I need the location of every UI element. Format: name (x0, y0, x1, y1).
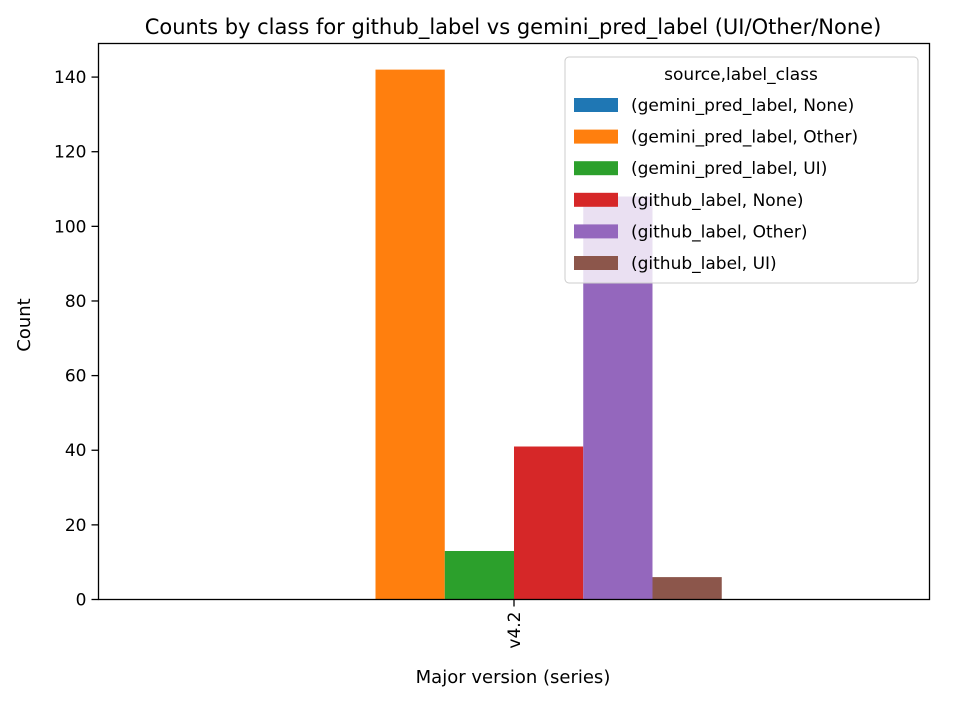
x-axis: v4.2 (505, 599, 525, 649)
y-axis: 0 20 40 60 80 100 120 140 (54, 68, 99, 611)
bar (375, 69, 445, 600)
legend-entry-label: (github_label, None) (631, 191, 804, 211)
legend-entry-label: (github_label, Other) (631, 222, 807, 242)
legend-swatch (574, 256, 618, 270)
legend-entry-label: (gemini_pred_label, UI) (631, 159, 827, 179)
y-tick-label: 40 (65, 441, 87, 461)
legend-entry-label: (gemini_pred_label, Other) (631, 128, 858, 148)
bar (652, 577, 722, 600)
y-tick-label: 0 (76, 591, 87, 611)
x-axis-label: Major version (series) (416, 667, 611, 688)
y-tick-label: 120 (54, 143, 86, 163)
legend-title: source,label_class (664, 65, 818, 85)
legend-swatch (574, 224, 618, 239)
y-tick-label: 80 (65, 292, 87, 312)
legend-swatch (574, 98, 618, 112)
y-tick-label: 20 (65, 516, 87, 536)
y-tick-label: 60 (65, 367, 87, 387)
legend-swatch (574, 129, 618, 144)
chart-title: Counts by class for github_label vs gemi… (145, 15, 882, 40)
x-tick-label: v4.2 (505, 612, 525, 649)
legend-items: (gemini_pred_label, None) (gemini_pred_la… (574, 96, 858, 274)
legend-frame (564, 56, 919, 284)
legend-entry-label: (gemini_pred_label, None) (631, 96, 854, 116)
bar (514, 446, 584, 600)
plot-frame (97, 42, 931, 601)
y-tick-label: 140 (54, 68, 86, 88)
bar (444, 550, 514, 600)
legend-entry-label: (github_label, UI) (631, 254, 777, 274)
y-tick-label: 100 (54, 217, 86, 237)
legend-swatch (574, 161, 618, 176)
y-axis-label: Count (14, 298, 35, 351)
legend-swatch (574, 192, 618, 207)
legend: source,label_class (gemini_pred_label, N… (564, 56, 919, 284)
